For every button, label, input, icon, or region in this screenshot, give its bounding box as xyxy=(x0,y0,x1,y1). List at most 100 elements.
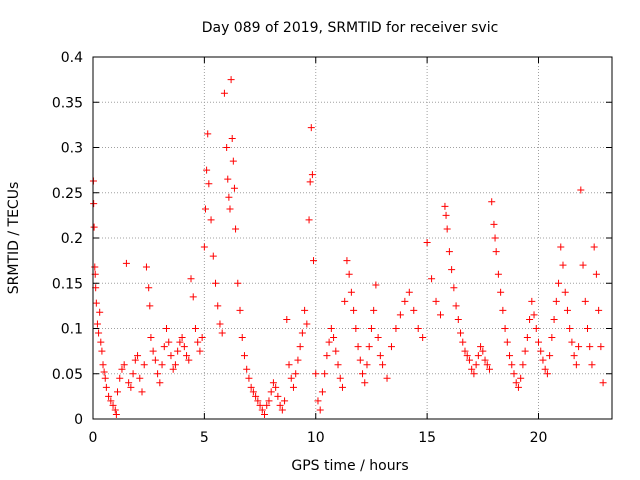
data-point xyxy=(341,297,349,305)
data-point xyxy=(491,234,499,242)
data-point xyxy=(465,356,473,364)
y-tick-label: 0.4 xyxy=(61,50,83,66)
data-point xyxy=(178,334,186,342)
data-point xyxy=(581,297,589,305)
data-point xyxy=(267,388,275,396)
y-tick-label: 0.05 xyxy=(52,367,83,383)
data-point xyxy=(592,270,600,278)
data-point xyxy=(470,370,478,378)
y-tick-label: 0.1 xyxy=(61,322,83,338)
data-point xyxy=(185,356,193,364)
data-point xyxy=(334,361,342,369)
data-point xyxy=(307,124,315,132)
data-point xyxy=(209,252,217,260)
data-point xyxy=(289,383,297,391)
x-axis: 0 5 10 15 20 xyxy=(89,57,547,446)
data-point xyxy=(151,356,159,364)
data-point xyxy=(276,401,284,409)
data-point xyxy=(180,343,188,351)
data-point xyxy=(111,406,119,414)
data-point xyxy=(187,275,195,283)
data-point xyxy=(145,284,153,292)
data-point xyxy=(568,338,576,346)
data-point xyxy=(116,374,124,382)
data-point xyxy=(441,202,449,210)
data-point xyxy=(501,325,509,332)
data-point xyxy=(90,200,98,208)
data-point xyxy=(234,279,242,287)
data-point xyxy=(236,306,244,314)
data-point xyxy=(543,370,551,378)
data-point xyxy=(98,347,106,355)
data-point xyxy=(448,266,456,274)
data-point xyxy=(174,347,182,355)
data-point xyxy=(200,243,208,251)
data-point xyxy=(294,356,302,364)
data-point xyxy=(325,338,333,346)
data-point xyxy=(125,379,133,387)
data-point xyxy=(485,365,493,373)
data-point xyxy=(214,302,222,310)
data-point xyxy=(285,361,293,369)
y-tick-label: 0.25 xyxy=(52,186,83,202)
data-point xyxy=(292,370,300,378)
data-point xyxy=(327,325,335,332)
data-point xyxy=(310,257,318,265)
data-point xyxy=(142,263,150,271)
data-point xyxy=(579,261,587,269)
data-point xyxy=(318,388,326,396)
data-point xyxy=(91,263,99,271)
x-tick-label: 5 xyxy=(200,430,209,446)
data-point xyxy=(134,352,142,360)
data-point xyxy=(555,279,563,287)
data-point xyxy=(436,311,444,319)
y-tick-label: 0 xyxy=(74,412,83,428)
data-point xyxy=(256,401,264,409)
data-point xyxy=(198,334,206,342)
data-point xyxy=(528,297,536,305)
chart-title: Day 089 of 2019, SRMTID for receiver svi… xyxy=(202,20,499,36)
data-point xyxy=(405,288,413,296)
data-point xyxy=(101,374,109,382)
data-point xyxy=(519,361,527,369)
data-point xyxy=(459,338,467,346)
data-point xyxy=(229,157,237,165)
data-point xyxy=(183,352,191,360)
data-point xyxy=(138,388,146,396)
data-point xyxy=(517,374,525,382)
data-point xyxy=(205,180,213,188)
data-point xyxy=(308,171,316,179)
data-point xyxy=(387,343,395,351)
data-point xyxy=(548,334,556,342)
data-point xyxy=(497,288,505,296)
data-point xyxy=(220,89,228,97)
data-point xyxy=(287,374,295,382)
x-tick-label: 15 xyxy=(418,430,436,446)
data-point xyxy=(240,352,248,360)
data-point xyxy=(127,383,135,391)
data-point xyxy=(414,325,422,332)
data-point xyxy=(526,315,534,323)
data-point xyxy=(461,347,469,355)
data-point xyxy=(336,374,344,382)
data-point xyxy=(154,370,162,378)
data-point xyxy=(359,370,367,378)
data-point xyxy=(492,248,500,256)
data-point xyxy=(352,325,360,332)
data-point xyxy=(203,166,211,174)
data-point xyxy=(488,198,496,206)
data-point xyxy=(207,216,215,224)
data-point xyxy=(361,379,369,387)
data-point xyxy=(165,338,173,346)
data-point xyxy=(160,343,168,351)
data-point xyxy=(490,220,498,228)
data-point xyxy=(521,347,529,355)
data-point xyxy=(345,270,353,278)
data-point xyxy=(102,383,110,391)
data-point xyxy=(227,76,235,84)
data-point xyxy=(423,239,431,247)
data-point xyxy=(481,356,489,364)
data-point xyxy=(189,293,197,301)
data-point xyxy=(537,347,545,355)
data-point xyxy=(249,388,257,396)
